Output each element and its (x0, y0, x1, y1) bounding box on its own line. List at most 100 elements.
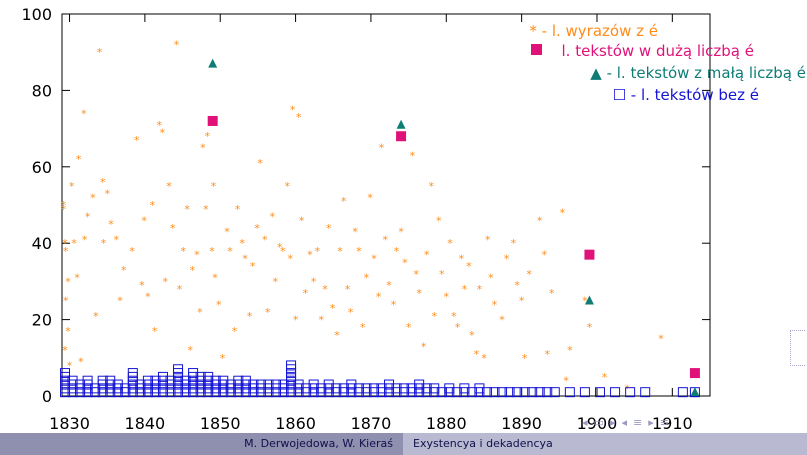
asterisk-point: * (65, 275, 71, 288)
open-square-point (444, 387, 455, 398)
triangle-point (690, 387, 700, 397)
asterisk-point: * (337, 245, 343, 258)
asterisk-point: * (394, 245, 400, 258)
asterisk-point: * (170, 222, 176, 235)
asterisk-point: * (277, 241, 283, 254)
asterisk-point: * (235, 203, 241, 216)
asterisk-point: * (62, 344, 68, 357)
asterisk-point: * (117, 295, 123, 308)
open-square-point (270, 387, 281, 398)
open-square-point (353, 387, 364, 398)
open-square-point (640, 387, 651, 398)
y-tick-label: 100 (21, 5, 52, 24)
asterisk-point: * (78, 356, 84, 369)
x-tick-label: 1890 (501, 414, 542, 433)
open-square-point (625, 387, 636, 398)
section-icon[interactable]: ≡ (633, 416, 643, 429)
asterisk-point: * (101, 237, 107, 250)
prev-frame-icon[interactable]: ◂ (582, 416, 588, 429)
open-square-point (414, 387, 425, 398)
asterisk-point: * (474, 348, 480, 361)
x-tick-label: 1830 (49, 414, 90, 433)
open-square-point (195, 387, 206, 398)
open-square-point (293, 387, 304, 398)
open-square-point (689, 387, 700, 398)
prev-section-icon[interactable]: ◂ (621, 416, 627, 429)
asterisk-point: * (624, 382, 630, 395)
data-points: * * * * * * * * * * * * * * * * * * * * * * * * * * * * * * * * * * * * * * * *… (60, 39, 700, 398)
open-square-point (436, 387, 447, 398)
asterisk-point: * (537, 214, 543, 227)
asterisk-point: * (315, 245, 321, 258)
open-square-point (210, 387, 221, 398)
open-square-point (542, 387, 553, 398)
asterisk-point: * (382, 233, 388, 246)
asterisk-point: * (582, 295, 588, 308)
open-square-point (497, 387, 508, 398)
open-square-point (534, 387, 545, 398)
asterisk-point: * (322, 283, 328, 296)
asterisk-point: * (436, 214, 442, 227)
asterisk-point: * (447, 237, 453, 250)
footer-title: Exystencya i dekadencya (403, 433, 807, 455)
asterisk-point: * (65, 325, 71, 338)
open-square-point (188, 387, 199, 398)
x-tick-label: 1900 (577, 414, 618, 433)
asterisk-point: * (326, 222, 332, 235)
asterisk-point: * (104, 188, 110, 201)
asterisk-point: * (541, 249, 547, 262)
asterisk-point: * (239, 237, 245, 250)
asterisk-point: * (159, 126, 165, 139)
open-square-point (512, 387, 523, 398)
asterisk-point: * (379, 142, 385, 155)
open-square-point (504, 387, 515, 398)
open-square-point (451, 387, 462, 398)
open-square-point (338, 387, 349, 398)
asterisk-point: * (587, 321, 593, 334)
frame-icon[interactable]: ▭ (593, 416, 604, 429)
next-section-icon[interactable]: ▸ (648, 416, 654, 429)
asterisk-point: * (413, 268, 419, 281)
filled-square-point (396, 131, 407, 142)
open-square-point (225, 387, 236, 398)
asterisk-point: * (177, 283, 183, 296)
asterisk-point: * (166, 180, 172, 193)
beamer-navigation: ◂ ▭ ▸ ◂ ≡ ▸ ≡ (582, 414, 669, 432)
asterisk-point: * (311, 275, 317, 288)
open-square-point (466, 387, 477, 398)
asterisk-point: * (190, 264, 196, 277)
asterisk-point: * (371, 252, 377, 265)
asterisk-point: * (410, 149, 416, 162)
asterisk-point: * (265, 306, 271, 319)
asterisk-point: * (398, 226, 404, 239)
asterisk-point: * (602, 371, 608, 384)
legend-swatch (531, 44, 542, 55)
asterisk-point: * (82, 233, 88, 246)
open-square-point (97, 387, 108, 398)
asterisk-point: * (477, 283, 483, 296)
asterisk-point: * (431, 310, 437, 323)
x-tick-label: 1910 (652, 414, 693, 433)
asterisk-point: * (220, 352, 226, 365)
next-frame-icon[interactable]: ▸ (609, 416, 616, 429)
asterisk-point: * (485, 233, 491, 246)
asterisk-point: * (511, 237, 517, 250)
open-square-point (112, 387, 123, 398)
open-square-point (255, 387, 266, 398)
open-square-point (489, 387, 500, 398)
open-square-point (203, 387, 214, 398)
y-tick-label: 0 (42, 387, 52, 406)
asterisk-point: * (296, 111, 302, 124)
menu-icon[interactable]: ≡ (659, 416, 669, 429)
asterisk-point: * (406, 321, 412, 334)
asterisk-point: * (334, 329, 340, 342)
open-square-point (286, 387, 297, 398)
asterisk-point: * (560, 207, 566, 220)
asterisk-point: * (121, 264, 127, 277)
asterisk-point: * (345, 283, 351, 296)
asterisk-point: * (341, 195, 347, 208)
open-square-point (579, 387, 590, 398)
open-square-point (150, 387, 161, 398)
triangle-point (208, 58, 218, 68)
x-tick-label: 1870 (351, 414, 392, 433)
